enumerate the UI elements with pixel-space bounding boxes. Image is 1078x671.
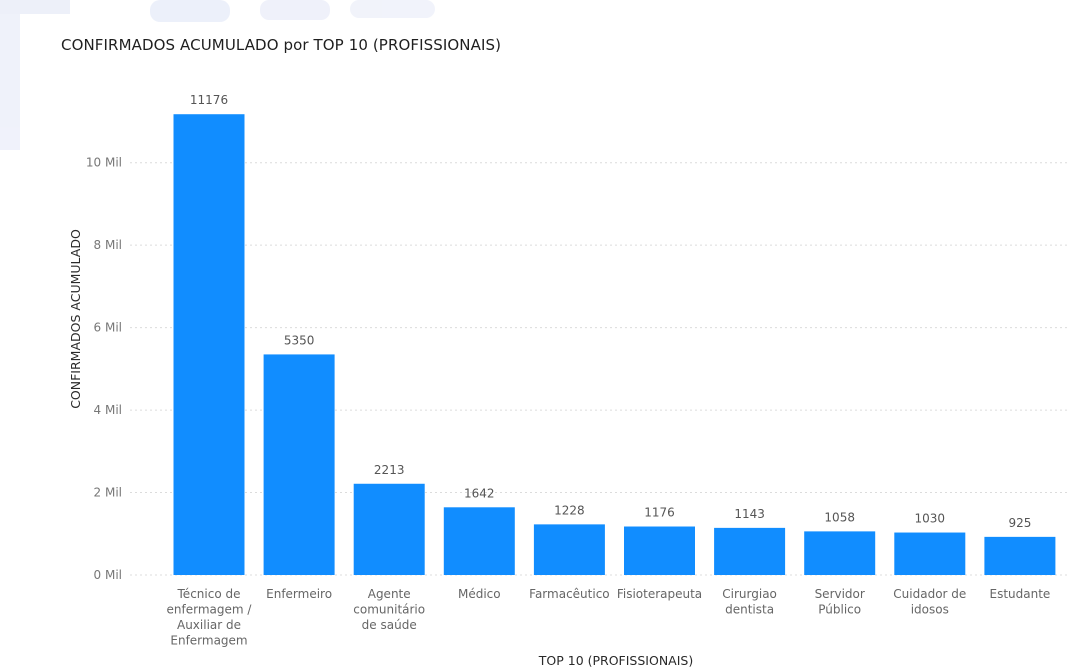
x-tick-label-line: Fisioterapeuta — [617, 587, 702, 601]
data-labels: 11176 5350 2213 1642 1228 1176 1143 1058 1030 925 — [190, 93, 1031, 530]
x-tick-label-line: enfermagem / — [167, 603, 253, 617]
x-axis-ticks: Técnico de enfermagem / Auxiliar de Enferma… — [167, 587, 1051, 648]
bar[interactable] — [353, 483, 425, 575]
bar[interactable] — [263, 354, 335, 575]
x-tick-label-line: idosos — [911, 603, 949, 617]
y-tick-label: 2 Mil — [94, 486, 122, 500]
x-tick-label-line: Enfermagem — [170, 634, 247, 648]
x-tick-label: Agente comunitário de saúde — [353, 587, 425, 632]
x-tick-label-line: Técnico de — [177, 587, 241, 601]
x-tick-label: Cirurgiao dentista — [722, 587, 777, 617]
x-axis-title: TOP 10 (PROFISSIONAIS) — [538, 653, 693, 668]
x-tick-label: Servidor Público — [815, 587, 865, 617]
bar[interactable] — [804, 531, 876, 575]
x-tick-label: Estudante — [989, 587, 1050, 601]
x-tick-label-line: Público — [818, 603, 861, 617]
x-tick-label-line: Enfermeiro — [266, 587, 332, 601]
bar[interactable] — [533, 524, 605, 575]
x-tick-label-line: comunitário — [353, 603, 425, 617]
y-tick-label: 10 Mil — [86, 156, 122, 170]
y-tick-label: 6 Mil — [94, 321, 122, 335]
y-axis-title: CONFIRMADOS ACUMULADO — [68, 229, 83, 409]
x-tick-label-line: Cuidador de — [893, 587, 966, 601]
x-tick-label-line: Auxiliar de — [177, 618, 241, 632]
y-axis-ticks: 0 Mil 2 Mil 4 Mil 6 Mil 8 Mil 10 Mil — [86, 156, 122, 582]
data-label: 1642 — [464, 486, 495, 500]
data-label: 1030 — [915, 512, 946, 526]
x-tick-label: Enfermeiro — [266, 587, 332, 601]
x-tick-label-line: de saúde — [362, 618, 417, 632]
x-tick-label-line: Estudante — [989, 587, 1050, 601]
x-tick-label-line: Agente — [368, 587, 411, 601]
bar[interactable] — [624, 526, 695, 575]
data-label: 1143 — [734, 507, 765, 521]
data-label: 11176 — [190, 93, 228, 107]
x-tick-label: Fisioterapeuta — [617, 587, 702, 601]
bar[interactable] — [173, 114, 245, 575]
y-tick-label: 4 Mil — [94, 403, 122, 417]
x-tick-label-line: Farmacêutico — [529, 587, 609, 601]
bars — [173, 114, 1056, 575]
bar[interactable] — [984, 536, 1056, 575]
x-tick-label: Médico — [458, 587, 501, 601]
bar[interactable] — [714, 527, 786, 575]
bar[interactable] — [443, 507, 515, 575]
x-tick-label: Técnico de enfermagem / Auxiliar de Enferma… — [167, 587, 253, 648]
y-tick-label: 0 Mil — [94, 568, 122, 582]
x-tick-label-line: Servidor — [815, 587, 865, 601]
x-tick-label-line: dentista — [725, 603, 774, 617]
x-tick-label-line: Cirurgiao — [722, 587, 777, 601]
y-tick-label: 8 Mil — [94, 238, 122, 252]
data-label: 2213 — [374, 463, 405, 477]
data-label: 1228 — [554, 503, 585, 517]
x-tick-label: Farmacêutico — [529, 587, 609, 601]
data-label: 1058 — [824, 510, 855, 524]
data-label: 1176 — [644, 506, 675, 520]
data-label: 925 — [1008, 516, 1031, 530]
x-tick-label: Cuidador de idosos — [893, 587, 966, 617]
x-tick-label-line: Médico — [458, 587, 501, 601]
bar[interactable] — [894, 532, 966, 575]
chart-title: CONFIRMADOS ACUMULADO por TOP 10 (PROFIS… — [61, 36, 502, 54]
data-label: 5350 — [284, 333, 315, 347]
